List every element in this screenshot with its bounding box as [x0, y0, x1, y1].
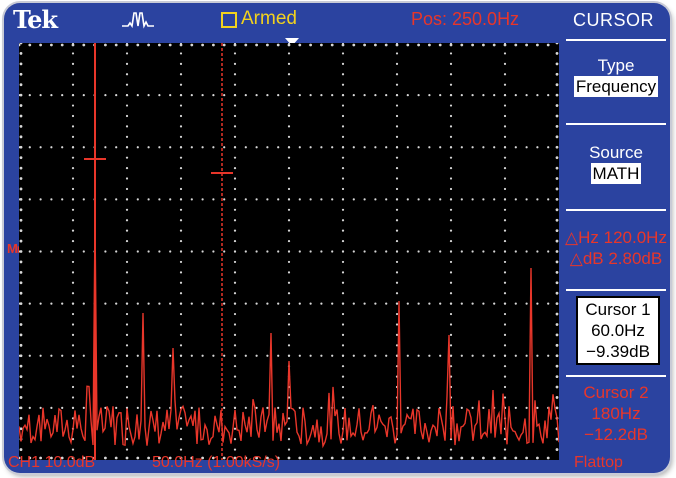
- cursor1-readout[interactable]: Cursor 1 60.0Hz −9.39dB: [576, 296, 660, 365]
- cursor-menu-panel: Type Frequency Source MATH △Hz 120.0Hz △…: [562, 37, 670, 473]
- fft-waveform-display: [19, 43, 559, 460]
- brand-logo: Tek: [13, 5, 58, 34]
- source-value: MATH: [590, 163, 642, 184]
- peak-detect-waveform-icon: [122, 12, 154, 29]
- trigger-position-marker: [285, 38, 299, 46]
- type-value: Frequency: [573, 76, 659, 97]
- cursor2-readout[interactable]: Cursor 2 180Hz −12.2dB: [562, 382, 670, 445]
- cursor2-level: −12.2dB: [584, 425, 648, 444]
- graticule: [19, 43, 559, 460]
- menu-title: CURSOR: [573, 10, 655, 30]
- channel-scale-readout: CH1 10.0dB: [8, 454, 96, 471]
- cursor2-label: Cursor 2: [583, 383, 649, 402]
- source-menu-button[interactable]: Source MATH: [562, 142, 670, 184]
- timebase-readout: 50.0Hz (1.00kS/s): [152, 454, 281, 471]
- cursor1-level: −9.39dB: [586, 342, 650, 361]
- status-bar: Tek Armed Pos: 250.0Hz CURSOR: [4, 3, 670, 37]
- cursor-lines: [84, 43, 233, 460]
- menu-divider: [566, 375, 666, 377]
- type-menu-button[interactable]: Type Frequency: [562, 55, 670, 97]
- trigger-status: Armed: [241, 8, 297, 29]
- delta-hz-readout: △Hz 120.0Hz: [565, 228, 667, 247]
- cursor1-frequency: 60.0Hz: [591, 321, 645, 340]
- source-label: Source: [589, 143, 643, 162]
- fft-window-readout: Flattop: [574, 454, 623, 471]
- menu-divider: [566, 289, 666, 291]
- delta-readout: △Hz 120.0Hz △dB 2.80dB: [562, 227, 670, 269]
- menu-divider: [566, 209, 666, 211]
- menu-divider: [566, 123, 666, 125]
- menu-divider: [566, 39, 666, 41]
- oscilloscope-display: Tek Armed Pos: 250.0Hz CURSOR M▸ Type Fr…: [4, 3, 670, 473]
- cursor2-frequency: 180Hz: [591, 404, 641, 423]
- delta-db-readout: △dB 2.80dB: [569, 249, 663, 268]
- cursor1-label: Cursor 1: [585, 300, 651, 319]
- type-label: Type: [597, 56, 635, 75]
- trigger-status-icon: [221, 12, 237, 28]
- position-readout: Pos: 250.0Hz: [411, 9, 520, 29]
